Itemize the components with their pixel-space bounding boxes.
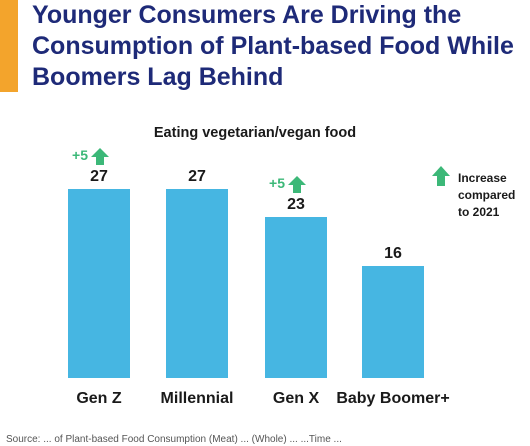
chart-legend: Increase compared to 2021 xyxy=(432,166,515,219)
page-title: Younger Consumers Are Driving the Consum… xyxy=(32,1,514,91)
category-label-3: Baby Boomer+ xyxy=(336,390,449,407)
up-arrow-icon xyxy=(288,176,306,193)
legend-line-3: to 2021 xyxy=(458,205,500,219)
accent-bar xyxy=(0,0,18,92)
increase-label-0: +5 xyxy=(72,147,88,163)
bar-value-label-1: 27 xyxy=(188,168,206,185)
category-label-0: Gen Z xyxy=(76,390,122,407)
source-footnote: Source: ... of Plant-based Food Consumpt… xyxy=(6,434,342,445)
increase-label-2: +5 xyxy=(269,175,285,191)
bar-2 xyxy=(265,217,327,378)
legend-line-1: Increase xyxy=(458,171,507,185)
bar-value-label-3: 16 xyxy=(384,245,402,262)
bar-value-label-0: 27 xyxy=(90,168,108,185)
category-label-1: Millennial xyxy=(161,390,234,407)
up-arrow-icon xyxy=(432,166,450,186)
bar-1 xyxy=(166,189,228,378)
category-label-2: Gen X xyxy=(273,390,320,407)
bar-value-label-2: 23 xyxy=(287,196,305,213)
legend-line-2: compared xyxy=(458,188,515,202)
bar-0 xyxy=(68,189,130,378)
up-arrow-icon xyxy=(91,148,109,165)
chart-subtitle: Eating vegetarian/vegan food xyxy=(154,125,356,141)
bar-3 xyxy=(362,266,424,378)
